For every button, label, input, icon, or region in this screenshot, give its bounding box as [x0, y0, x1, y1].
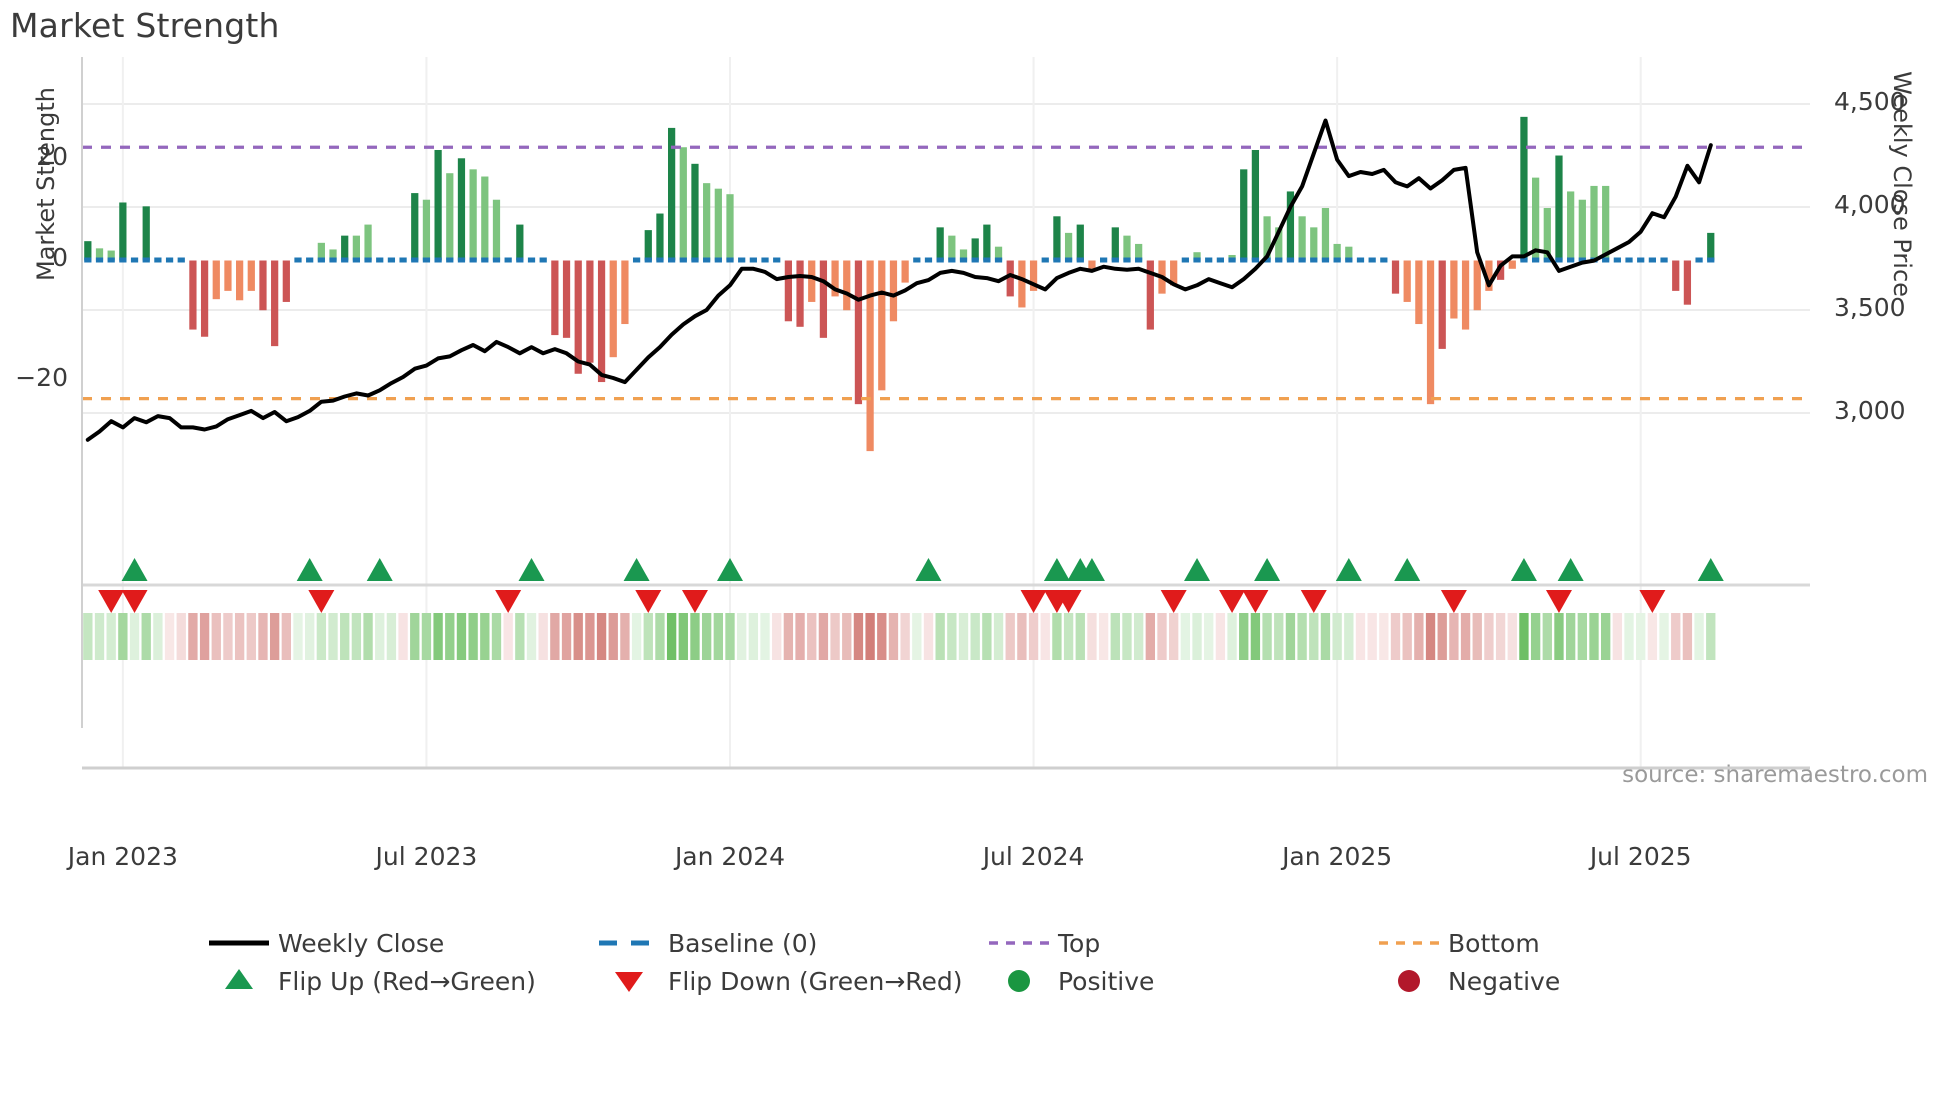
x-tick: Jan 2025: [1282, 842, 1393, 871]
x-tick: Jul 2025: [1589, 842, 1692, 871]
circle-icon: [1008, 970, 1030, 992]
legend-symbol: [590, 966, 668, 996]
legend-item[interactable]: Baseline (0): [590, 928, 980, 958]
y-tick-right: 4,000: [1834, 190, 1906, 219]
legend-item[interactable]: Top: [980, 928, 1370, 958]
triangle-up-icon: [225, 969, 253, 989]
legend-item[interactable]: Negative: [1370, 966, 1760, 996]
legend-symbol: [590, 928, 668, 958]
legend-item[interactable]: Weekly Close: [200, 928, 590, 958]
legend-symbol: [980, 966, 1058, 996]
legend-label: Flip Down (Green→Red): [668, 966, 963, 996]
legend-symbol: [1370, 928, 1448, 958]
market-strength-bars: [84, 116, 1715, 452]
legend-label: Weekly Close: [278, 928, 445, 958]
legend-label: Flip Up (Red→Green): [278, 966, 536, 996]
legend-label: Top: [1058, 928, 1101, 958]
source-credit: source: sharemaestro.com: [1622, 762, 1928, 788]
legend-item[interactable]: Positive: [980, 966, 1370, 996]
weekly-close-line: [85, 118, 1713, 442]
legend-symbol: [200, 966, 278, 996]
legend-row-primary: Weekly Close Baseline (0) Top Bottom: [200, 928, 1760, 958]
x-tick: Jul 2024: [982, 842, 1085, 871]
legend-label: Baseline (0): [668, 928, 818, 958]
y-tick-left: 0: [52, 243, 68, 272]
flip-markers: [82, 558, 1810, 613]
x-tick: Jan 2023: [67, 842, 178, 871]
legend-label: Positive: [1058, 966, 1155, 996]
legend-label: Bottom: [1448, 928, 1540, 958]
axis-lines: [81, 57, 1810, 770]
legend-item[interactable]: Flip Up (Red→Green): [200, 966, 590, 996]
y-tick-right: 3,500: [1834, 293, 1906, 322]
y-tick-left: 20: [36, 142, 68, 171]
solid-line-icon: [209, 940, 269, 946]
sentiment-heatmap-strip: [83, 613, 1716, 660]
legend-symbol: [200, 928, 278, 958]
y-tick-right: 4,500: [1834, 87, 1906, 116]
x-tick: Jul 2023: [375, 842, 478, 871]
reference-lines: [82, 145, 1810, 401]
x-tick: Jan 2024: [674, 842, 786, 871]
dotted-line-icon: [989, 941, 1049, 945]
legend-label: Negative: [1448, 966, 1561, 996]
gridlines: [82, 57, 1810, 768]
legend-symbol: [980, 928, 1058, 958]
legend-item[interactable]: Flip Down (Green→Red): [590, 966, 980, 996]
page-title: Market Strength: [10, 6, 280, 45]
chart-legend: Weekly Close Baseline (0) Top Bottom Flip U…: [0, 928, 1960, 996]
legend-symbol: [1370, 966, 1448, 996]
y-tick-right: 3,000: [1834, 396, 1906, 425]
legend-item[interactable]: Bottom: [1370, 928, 1760, 958]
circle-icon: [1398, 970, 1420, 992]
legend-row-secondary: Flip Up (Red→Green) Flip Down (Green→Red)…: [200, 966, 1760, 996]
triangle-down-icon: [615, 972, 643, 992]
dashed-line-icon: [599, 940, 659, 946]
y-tick-left: −20: [15, 363, 68, 392]
dotted-line-icon: [1379, 941, 1439, 945]
